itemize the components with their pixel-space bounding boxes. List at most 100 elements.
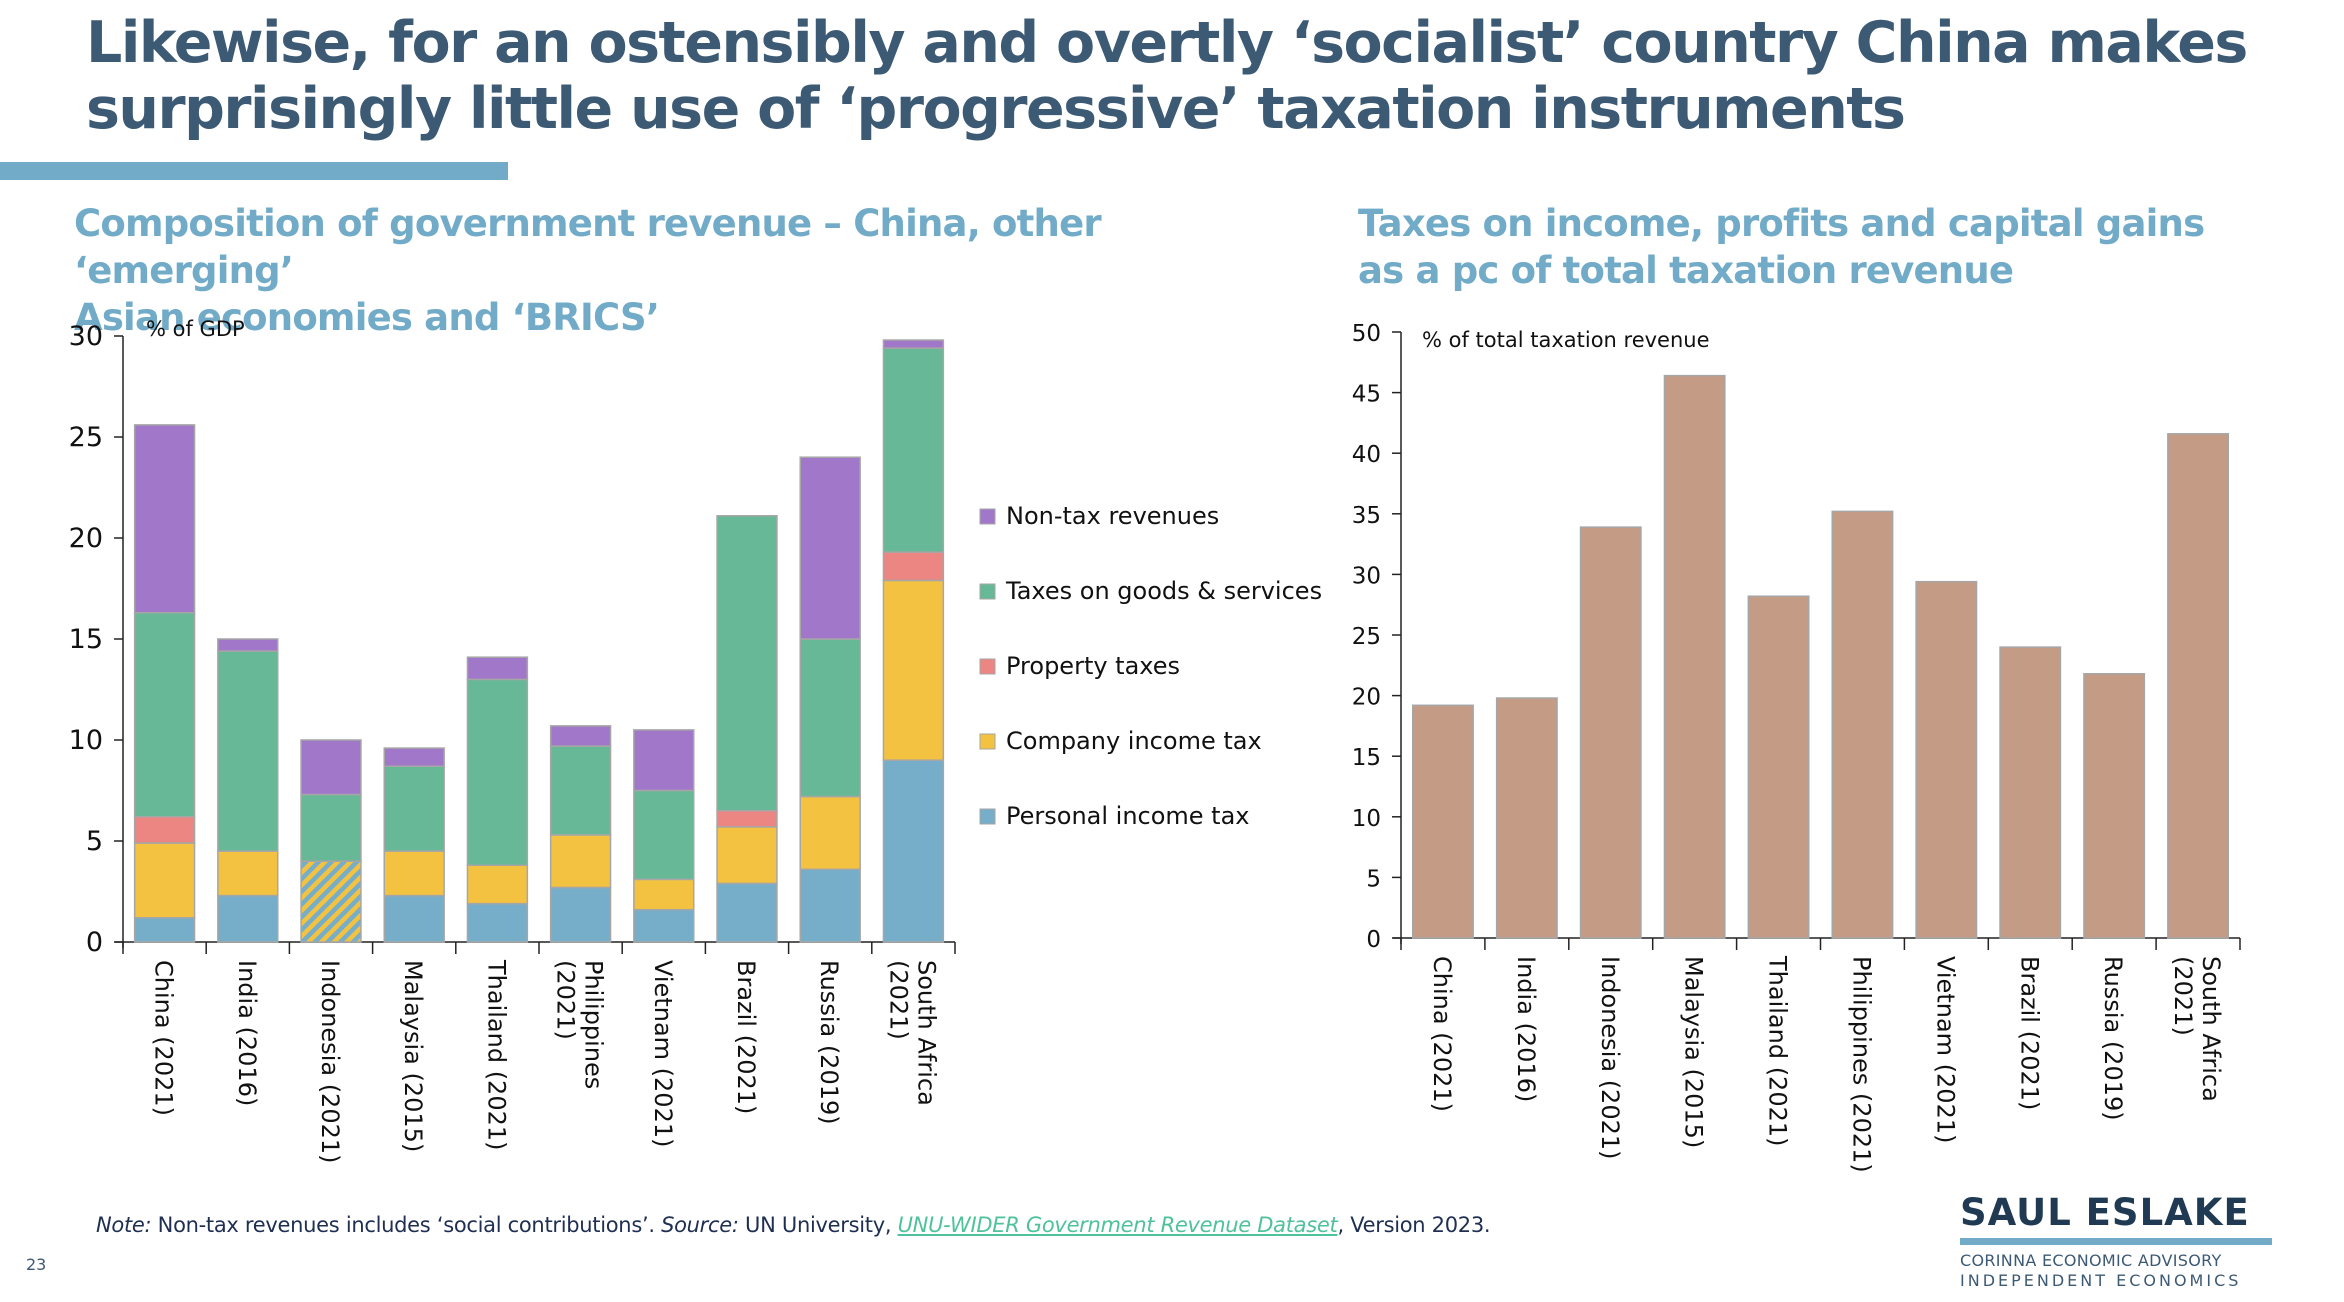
bar-segment-company (133, 842, 196, 919)
bar-segment-company (549, 834, 612, 889)
x-category-label: Brazil (2021) (732, 960, 760, 1114)
legend-item: Personal income tax (979, 802, 1250, 830)
note-label: Note: (96, 1213, 152, 1237)
legend-swatch (979, 583, 996, 600)
y-unit-label: % of total taxation revenue (1422, 328, 1710, 352)
x-category-label: Philippines (2021) (1847, 956, 1875, 1173)
stacked-bar (217, 638, 279, 943)
x-category-label: Malaysia (2015) (1680, 956, 1708, 1148)
dataset-link[interactable]: UNU-WIDER Government Revenue Dataset (897, 1213, 1338, 1237)
source-text: UN University, (738, 1213, 898, 1237)
y-tick-label: 15 (69, 624, 103, 655)
legend-swatch (979, 808, 996, 825)
x-category-label: South Africa (912, 960, 940, 1106)
left-chart-title-line-1: Composition of government revenue – Chin… (74, 202, 1102, 292)
bar-segment-goods-services (633, 789, 695, 881)
bar-segment-non-tax (799, 456, 861, 640)
stacked-bar (882, 339, 945, 943)
bar-segment-goods-services (799, 638, 861, 798)
legend-label: Non-tax revenues (1006, 502, 1219, 530)
bar-segment-non-tax (217, 638, 279, 652)
y-tick-label: 20 (1352, 685, 1381, 711)
x-category-label: South Africa (2197, 956, 2225, 1102)
legend-item: Taxes on goods & services (979, 577, 1322, 605)
y-tick-label: 30 (69, 321, 103, 352)
income-tax-share-bar-chart: 0 5 10 15 20 25 30 35 40 45 50 % of total taxation … (1352, 321, 2241, 1173)
bar (2083, 673, 2146, 939)
bar-segment-goods-services (300, 793, 362, 862)
logo-rule (1960, 1238, 2272, 1245)
stacked-bar (133, 424, 196, 943)
footnote: Note: Non-tax revenues includes ‘social … (96, 1213, 1491, 1237)
bar-segment-goods-services (716, 515, 778, 812)
x-category-label: India (2016) (1512, 956, 1540, 1102)
bar-segment-personal (133, 917, 196, 943)
bar-segment-company (799, 795, 861, 871)
footnote-tail: , Version 2023. (1337, 1213, 1491, 1237)
y-tick-label: 10 (69, 725, 103, 756)
right-chart-title-line-2: as a pc of total taxation revenue (1358, 249, 2014, 292)
y-tick-label: 35 (1352, 503, 1381, 529)
x-category-label: China (2021) (1428, 956, 1456, 1112)
bar (1915, 580, 1978, 939)
bar (1411, 704, 1474, 939)
bar (1495, 697, 1558, 939)
chart-legend: Non-tax revenues Taxes on goods & service… (979, 502, 1322, 830)
bar-segment-personal (383, 894, 445, 943)
bar (2167, 433, 2230, 939)
bar-segment-company (882, 579, 945, 761)
bar-segment-goods-services (882, 347, 945, 553)
left-chart-title: Composition of government revenue – Chin… (74, 200, 1324, 341)
x-category-label: Thailand (2021) (1764, 955, 1792, 1147)
stacked-bar (799, 456, 861, 943)
x-category-label: (2021) (884, 960, 912, 1040)
y-tick-label: 25 (1352, 624, 1381, 650)
bar-segment-personal (549, 886, 612, 943)
legend-swatch (979, 508, 996, 525)
bar-segment-property (133, 816, 196, 844)
logo-line-1: CORINNA ECONOMIC ADVISORY (1960, 1251, 2222, 1270)
y-tick-label: 10 (1352, 806, 1381, 832)
bar-segment-non-tax (383, 747, 445, 768)
y-tick-label: 5 (86, 826, 103, 857)
x-category-label: Malaysia (2015) (399, 960, 427, 1152)
bar-segment-non-tax (300, 739, 362, 796)
stacked-bar (300, 739, 362, 943)
bar-segment-goods-services (383, 765, 445, 852)
legend-item: Property taxes (979, 652, 1180, 680)
bar-segment-personal (633, 908, 695, 943)
bar-segment-property (882, 551, 945, 582)
x-category-label: (2021) (2169, 956, 2197, 1036)
legend-swatch (979, 658, 996, 675)
bar-segment-non-tax (633, 729, 695, 792)
page-number: 23 (26, 1255, 47, 1274)
bar (1747, 595, 1810, 939)
legend-label: Personal income tax (1006, 802, 1250, 830)
legend-item: Non-tax revenues (979, 502, 1219, 530)
y-tick-label: 20 (69, 523, 103, 554)
title-accent-bar (0, 162, 508, 180)
bar-segment-combined (300, 860, 362, 943)
y-tick-label: 30 (1352, 563, 1381, 589)
slide-title-line-1: Likewise, for an ostensibly and overtly … (86, 10, 2248, 76)
right-chart-title: Taxes on income, profits and capital gai… (1358, 200, 2258, 294)
y-tick-label: 45 (1352, 382, 1381, 408)
bar (1999, 646, 2062, 939)
y-tick-label: 25 (69, 422, 103, 453)
bar (1579, 526, 1642, 939)
bar-segment-non-tax (549, 725, 612, 747)
saul-eslake-logo: SAUL ESLAKE CORINNA ECONOMIC ADVISORY IN… (1960, 1193, 2275, 1291)
stacked-bar (549, 725, 612, 943)
legend-swatch (979, 733, 996, 750)
logo-line-2: INDEPENDENT ECONOMICS (1960, 1271, 2242, 1290)
x-category-label: Vietnam (2021) (1931, 956, 1959, 1143)
right-chart-title-line-1: Taxes on income, profits and capital gai… (1358, 202, 2205, 245)
stacked-bar (383, 747, 445, 943)
x-category-label: Vietnam (2021) (649, 960, 677, 1147)
y-tick-label: 0 (86, 927, 103, 958)
slide-title: Likewise, for an ostensibly and overtly … (86, 10, 2286, 142)
left-chart-title-line-2: Asian economies and ‘BRICS’ (74, 296, 660, 339)
x-category-label: Indonesia (2021) (316, 960, 344, 1164)
logo-brand: SAUL ESLAKE (1960, 1191, 2250, 1234)
